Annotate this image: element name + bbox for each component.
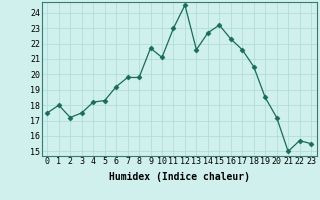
X-axis label: Humidex (Indice chaleur): Humidex (Indice chaleur) <box>109 172 250 182</box>
